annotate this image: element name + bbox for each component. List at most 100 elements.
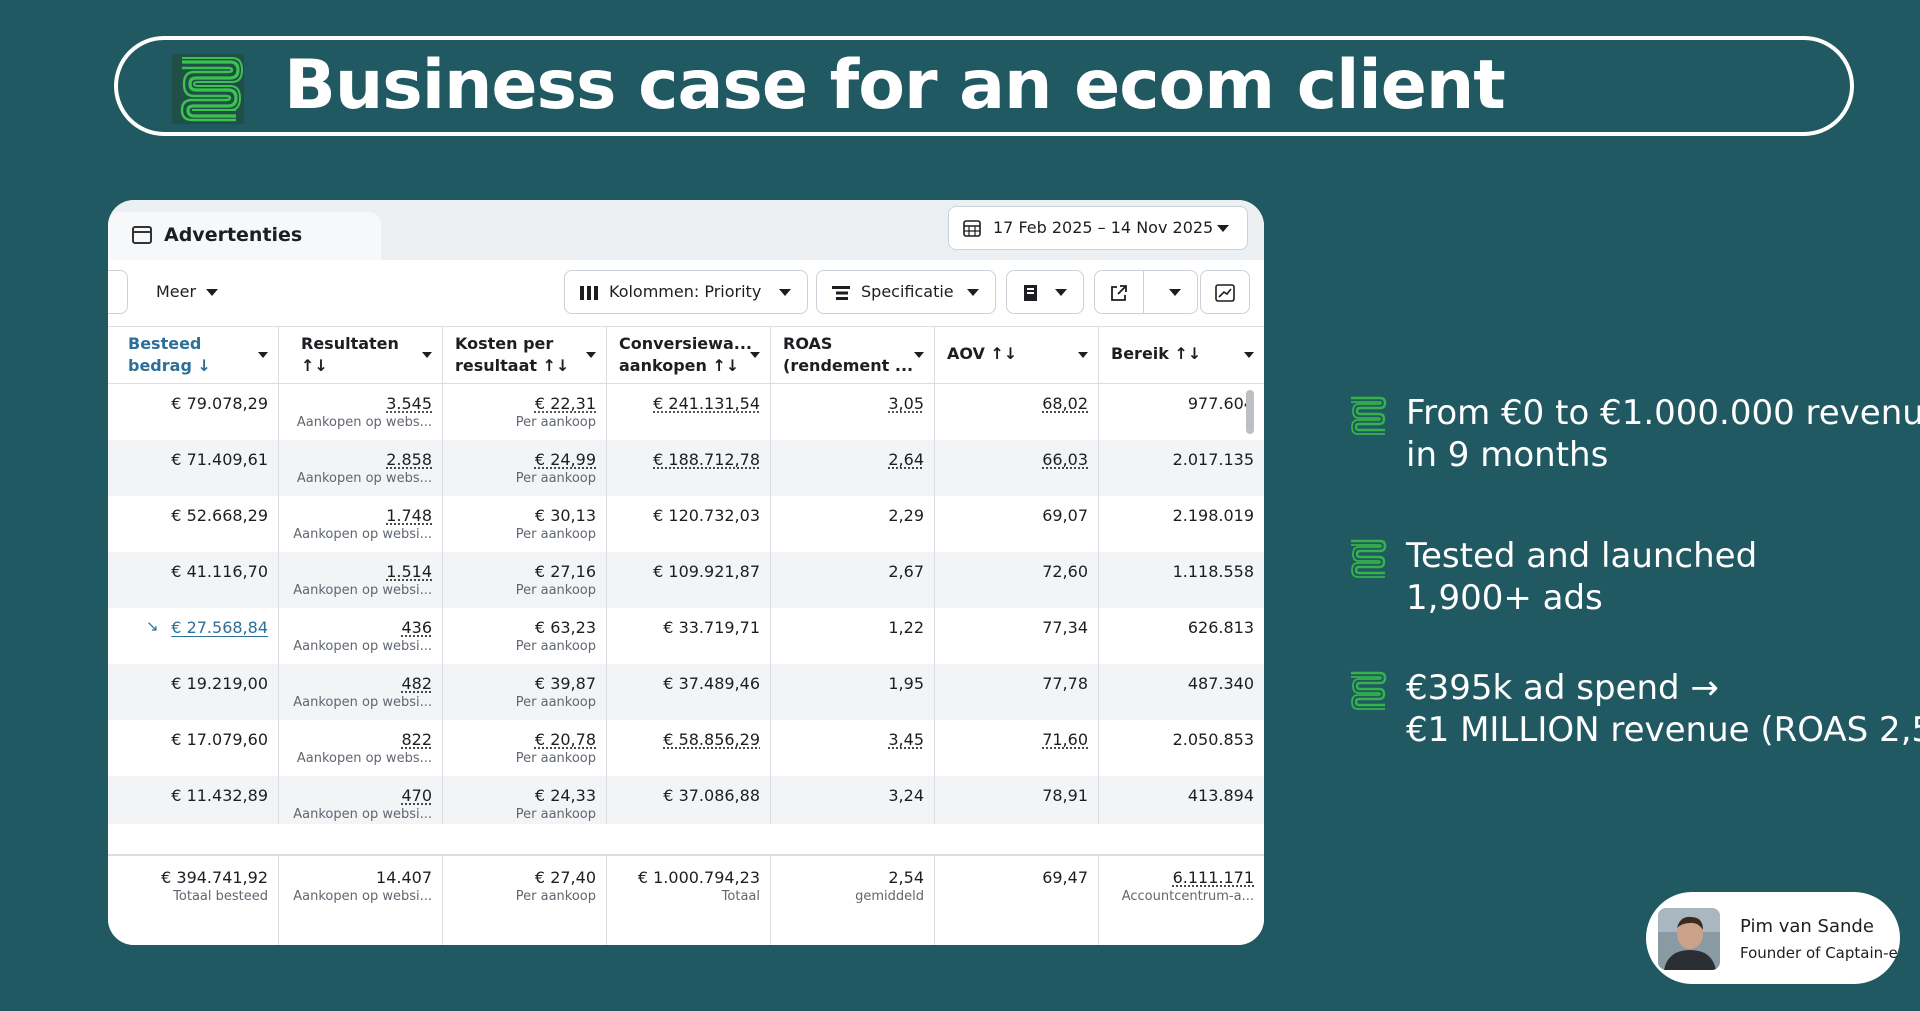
cell-value[interactable]: 1.748 (386, 506, 432, 525)
total-reach[interactable]: 6.111.171 (1172, 868, 1254, 887)
table-row[interactable]: ↘ € 27.568,84 436 Aankopen op websi... € 63,… (108, 608, 1264, 664)
table-row[interactable]: € 41.116,70 1.514 Aankopen op websi... € 27… (108, 552, 1264, 608)
reports-button[interactable] (1006, 270, 1084, 314)
table-row[interactable]: € 52.668,29 1.748 Aankopen op websi... € 30… (108, 496, 1264, 552)
total-roas: 2,54 (888, 868, 924, 887)
table-cell-aov: 66,03 (935, 440, 1099, 496)
column-header-label: Bereik ↑↓ (1111, 344, 1202, 363)
breakdown-button[interactable]: Specificatie (816, 270, 996, 314)
cell-value: 1,95 (888, 674, 924, 693)
cell-value[interactable]: 3,05 (888, 394, 924, 413)
total-spend-cell: € 394.741,92 Totaal besteed (108, 856, 279, 945)
cell-subtext: Per aankoop (515, 639, 596, 654)
cell-value[interactable]: 3.545 (386, 394, 432, 413)
cell-value[interactable]: 482 (401, 674, 432, 693)
total-spend-sub: Totaal besteed (173, 889, 268, 904)
table-row[interactable]: € 79.078,29 3.545 Aankopen op webs... € 22,… (108, 384, 1264, 440)
breakdown-icon (832, 286, 850, 300)
cell-value[interactable]: 66,03 (1042, 450, 1088, 469)
table-row[interactable]: € 17.079,60 822 Aankopen op webs... € 20,78… (108, 720, 1264, 776)
cell-subtext: Per aankoop (515, 527, 596, 542)
column-header-label: Conversiewa... (619, 334, 752, 353)
cell-value[interactable]: € 22,31 (534, 394, 596, 413)
cell-value: € 71.409,61 (171, 450, 268, 469)
table-row[interactable]: € 11.432,89 470 Aankopen op websi... € 24,3… (108, 776, 1264, 824)
total-conv-cell: € 1.000.794,23 Totaal (607, 856, 771, 945)
panel-header: Advertenties 17 Feb 2025 – 14 Nov 2025 (108, 200, 1264, 260)
column-header-cost-per-result[interactable]: Kosten per resultaat ↑↓ (443, 327, 607, 383)
columns-button[interactable]: Kolommen: Priority (564, 270, 808, 314)
cell-value: € 37.489,46 (663, 674, 760, 693)
cell-value[interactable]: € 27.568,84 (171, 618, 268, 637)
table-cell-results: 822 Aankopen op webs... (279, 720, 443, 776)
export-button[interactable] (1094, 270, 1198, 314)
cell-value[interactable]: € 58.856,29 (663, 730, 760, 749)
column-header-results[interactable]: Resultaten ↑↓ (279, 327, 443, 383)
cell-value: 77,78 (1042, 674, 1088, 693)
table-row[interactable]: € 19.219,00 482 Aankopen op websi... € 39,8… (108, 664, 1264, 720)
total-reach-sub: Accountcentrum-a... (1121, 889, 1254, 904)
table-cell-results: 482 Aankopen op websi... (279, 664, 443, 720)
cell-value[interactable]: 2.858 (386, 450, 432, 469)
bullet-line: From €0 to €1.000.000 revenue (1406, 393, 1920, 433)
cell-value[interactable]: € 241.131,54 (653, 394, 760, 413)
cell-value[interactable]: 3,45 (888, 730, 924, 749)
cell-value[interactable]: 822 (401, 730, 432, 749)
cell-value[interactable]: 2,64 (888, 450, 924, 469)
column-header-roas[interactable]: ROAS (rendement ... (771, 327, 935, 383)
chevron-down-icon (1169, 289, 1181, 296)
cell-value: 413.894 (1187, 786, 1254, 805)
total-reach-cell: 6.111.171 Accountcentrum-a... (1099, 856, 1264, 945)
reports-icon (1024, 285, 1037, 301)
column-header-reach[interactable]: Bereik ↑↓ (1099, 327, 1264, 383)
table-cell-aov: 68,02 (935, 384, 1099, 440)
cell-value[interactable]: € 188.712,78 (653, 450, 760, 469)
tab-advertenties[interactable]: Advertenties (108, 212, 381, 260)
column-header-conversion-value[interactable]: Conversiewa... aankopen ↑↓ (607, 327, 771, 383)
chevron-down-icon (1078, 352, 1088, 358)
cell-value: € 27,16 (534, 562, 596, 581)
table-cell-roas: 3,24 (771, 776, 935, 824)
table-cell-roas: 2,29 (771, 496, 935, 552)
more-label: Meer (156, 282, 197, 301)
more-button[interactable]: Meer (156, 282, 219, 301)
table-row[interactable]: € 71.409,61 2.858 Aankopen op webs... € 24,… (108, 440, 1264, 496)
table-cell-results: 436 Aankopen op websi... (279, 608, 443, 664)
cell-value[interactable]: € 24,99 (534, 450, 596, 469)
search-field-edge[interactable] (108, 270, 128, 314)
cell-value[interactable]: 1.514 (386, 562, 432, 581)
column-header-aov[interactable]: AOV ↑↓ (935, 327, 1099, 383)
calendar-icon (963, 220, 981, 237)
table-cell-conv: € 109.921,87 (607, 552, 771, 608)
avatar (1658, 908, 1720, 970)
total-conv: € 1.000.794,23 (637, 868, 760, 887)
cell-value: 977.604 (1187, 394, 1254, 413)
total-conv-sub: Totaal (721, 889, 760, 904)
cell-subtext: Per aankoop (515, 583, 596, 598)
total-results: 14.407 (376, 868, 432, 887)
cell-value[interactable]: 71,60 (1042, 730, 1088, 749)
table-cell-conv: € 188.712,78 (607, 440, 771, 496)
author-name: Pim van Sande (1740, 916, 1874, 937)
total-cpr: € 27,40 (534, 868, 596, 887)
cell-value[interactable]: 68,02 (1042, 394, 1088, 413)
table-cell-spend: € 79.078,29 (108, 384, 279, 440)
cell-value[interactable]: € 20,78 (534, 730, 596, 749)
table-cell-cpr: € 24,33 Per aankoop (443, 776, 607, 824)
trend-chart-icon (1215, 284, 1235, 302)
table-cell-roas: 2,67 (771, 552, 935, 608)
scrollbar[interactable] (1246, 390, 1254, 434)
cell-value[interactable]: 436 (401, 618, 432, 637)
table-cell-aov: 71,60 (935, 720, 1099, 776)
date-range-picker[interactable]: 17 Feb 2025 – 14 Nov 2025 (948, 206, 1248, 250)
bullet-line: €395k ad spend → (1406, 668, 1719, 708)
cell-value: € 19.219,00 (171, 674, 268, 693)
date-range-label: 17 Feb 2025 – 14 Nov 2025 (993, 218, 1214, 237)
chart-toggle-button[interactable] (1200, 270, 1250, 314)
cell-subtext: Aankopen op websi... (293, 639, 432, 654)
cell-value: € 120.732,03 (653, 506, 760, 525)
cell-subtext: Per aankoop (515, 471, 596, 486)
cell-value[interactable]: 470 (401, 786, 432, 805)
author-badge: Pim van Sande Founder of Captain-e (1646, 892, 1900, 984)
column-header-spend[interactable]: Besteed bedrag ↓ (108, 327, 279, 383)
